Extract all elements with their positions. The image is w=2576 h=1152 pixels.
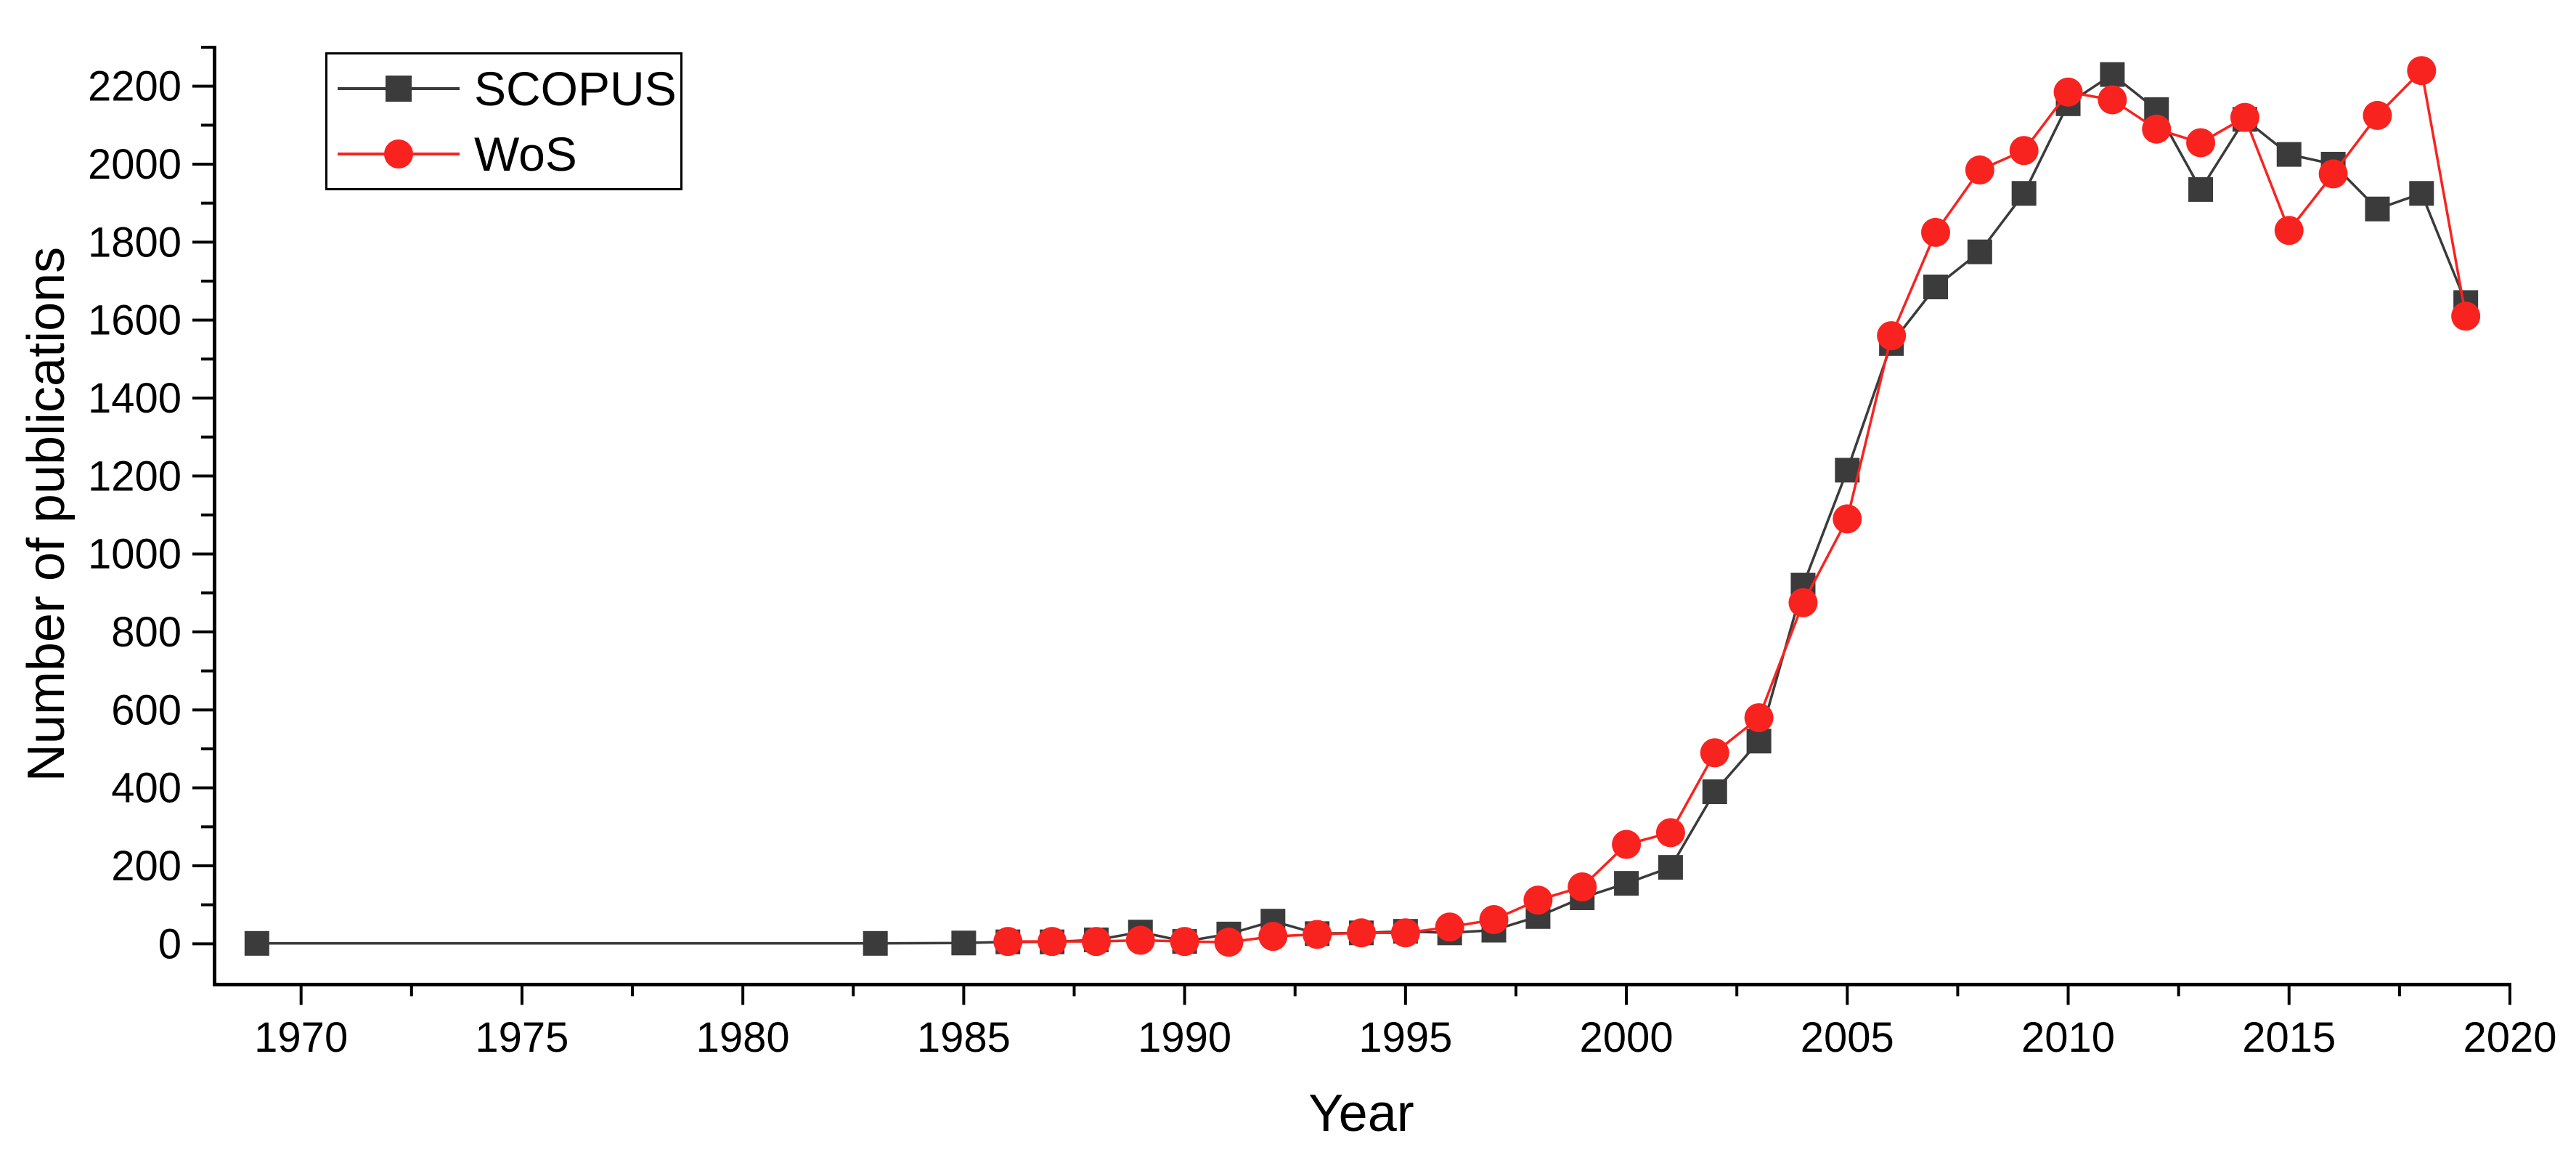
wos-marker — [2451, 301, 2481, 331]
scopus-marker — [951, 930, 977, 956]
y-axis-ticks: 0 200 400 600 800 1000 1200 1400 1600 1800 2000 220… — [88, 46, 213, 968]
wos-marker — [1435, 912, 1464, 942]
y-tick-label: 1600 — [88, 297, 182, 344]
wos-marker — [1655, 818, 1685, 848]
wos-line — [1008, 68, 2467, 944]
wos-marker — [2098, 85, 2127, 115]
y-tick-label: 1200 — [88, 453, 182, 500]
wos-marker — [1523, 885, 1553, 915]
wos-marker — [1303, 920, 1332, 949]
x-tick-label: 1980 — [696, 1014, 790, 1061]
x-tick-label: 2020 — [2463, 1014, 2556, 1061]
scopus-line — [256, 73, 2467, 945]
legend: SCOPUS WoS — [325, 52, 682, 190]
scopus-legend-marker-icon — [338, 76, 460, 102]
scopus-marker — [2188, 177, 2214, 202]
y-tick-label: 2000 — [88, 141, 182, 188]
wos-marker — [1612, 829, 1642, 859]
wos-marker — [1479, 905, 1509, 935]
legend-row-wos: WoS — [333, 123, 680, 185]
x-tick-label: 1995 — [1358, 1014, 1452, 1061]
y-tick-label: 2200 — [88, 63, 182, 110]
y-tick-label: 1000 — [88, 531, 182, 578]
scopus-marker — [2276, 142, 2302, 167]
wos-marker — [1965, 155, 1994, 185]
wos-marker — [2186, 128, 2216, 158]
x-tick-label: 2000 — [1580, 1014, 1674, 1061]
axes-spines — [213, 46, 2511, 986]
wos-marker — [1125, 925, 1155, 955]
wos-marker — [2053, 77, 2083, 107]
x-tick-label: 1975 — [475, 1014, 568, 1061]
legend-label-scopus: SCOPUS — [474, 62, 677, 115]
y-tick-label: 200 — [111, 843, 182, 890]
y-tick-label: 600 — [111, 686, 182, 734]
scopus-marker — [1614, 871, 1639, 896]
scopus-series — [244, 62, 2479, 956]
wos-marker — [1347, 918, 1376, 948]
scopus-marker — [1746, 729, 1772, 754]
scopus-marker — [2365, 196, 2390, 222]
wos-series — [993, 56, 2481, 957]
wos-marker — [993, 927, 1023, 957]
scopus-marker — [1967, 239, 1992, 264]
wos-marker — [1921, 217, 1950, 247]
x-axis-title: Year — [1308, 1084, 1414, 1143]
wos-marker — [1214, 928, 1244, 957]
y-tick-label: 1400 — [88, 375, 182, 422]
scopus-marker — [1658, 855, 1683, 880]
scopus-marker — [1835, 458, 1860, 483]
x-axis-ticks: 1970 1975 1980 1985 1990 1995 2000 2005 2010 2015… — [254, 984, 2557, 1061]
scopus-marker — [863, 930, 888, 956]
scopus-marker — [244, 930, 269, 956]
y-tick-label: 800 — [111, 609, 182, 656]
wos-marker — [1390, 918, 1420, 948]
wos-marker — [1877, 321, 1907, 351]
y-tick-label: 0 — [158, 920, 182, 968]
wos-marker — [1788, 588, 1818, 617]
wos-marker — [1170, 927, 1199, 957]
wos-marker — [2363, 100, 2392, 130]
y-tick-label: 1800 — [88, 219, 182, 266]
wos-marker — [1038, 927, 1067, 957]
x-tick-label: 1985 — [917, 1014, 1011, 1061]
y-tick-label: 400 — [111, 765, 182, 812]
legend-row-scopus: SCOPUS — [333, 57, 680, 120]
scopus-marker — [2100, 62, 2125, 87]
scopus-marker — [1702, 779, 1727, 805]
wos-marker — [2009, 136, 2039, 166]
wos-marker — [1258, 922, 1288, 952]
x-tick-label: 2015 — [2242, 1014, 2336, 1061]
scopus-marker — [1923, 275, 1948, 300]
wos-marker — [1833, 504, 1862, 534]
wos-marker — [1744, 703, 1774, 733]
wos-marker — [2274, 216, 2304, 246]
wos-marker — [2142, 114, 2172, 144]
scopus-marker — [2409, 181, 2434, 206]
x-tick-label: 1970 — [254, 1014, 348, 1061]
wos-marker — [2318, 159, 2348, 189]
x-tick-label: 2010 — [2021, 1014, 2115, 1061]
wos-marker — [2230, 102, 2259, 132]
scopus-marker — [2011, 181, 2037, 206]
wos-marker — [1568, 872, 1597, 901]
wos-marker — [1081, 927, 1111, 957]
x-tick-label: 1990 — [1138, 1014, 1231, 1061]
wos-legend-marker-icon — [338, 139, 460, 169]
wos-marker — [2407, 56, 2437, 86]
wos-marker — [1700, 738, 1729, 768]
x-tick-label: 2005 — [1801, 1014, 1894, 1061]
y-axis-title: Number of publications — [17, 246, 76, 782]
legend-label-wos: WoS — [474, 127, 577, 181]
